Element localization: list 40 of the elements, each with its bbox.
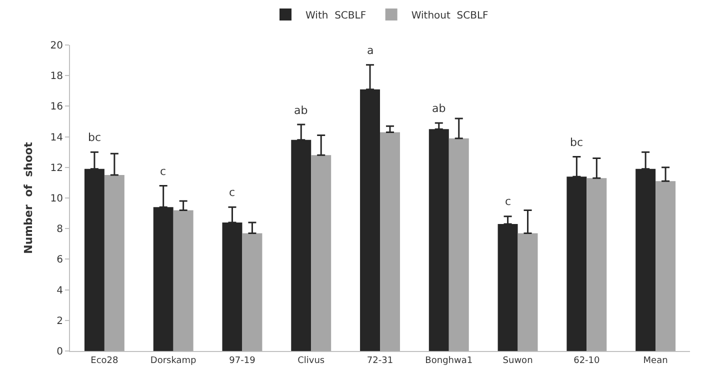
y-tick-label: 2 (56, 316, 63, 327)
y-tick-label: 10 (50, 194, 63, 204)
x-tick-label: Suwon (502, 356, 533, 366)
legend-label: With SCBLF (306, 10, 366, 22)
y-tick-label: 14 (50, 132, 63, 144)
y-tick-label: 12 (50, 162, 63, 174)
data-label: c (505, 195, 512, 208)
bar (586, 178, 607, 351)
x-tick-label: 97-19 (229, 356, 256, 366)
y-axis-title: Number of shoot (22, 142, 35, 254)
data-label: bc (570, 136, 584, 149)
y-tick-label: 16 (50, 102, 63, 113)
data-label: bc (88, 131, 102, 144)
x-tick-label: Dorskamp (150, 356, 197, 366)
bar (380, 132, 400, 351)
x-tick-label: Clivus (298, 356, 325, 366)
data-label: ab (432, 102, 446, 115)
x-tick-label: 72-31 (366, 356, 394, 366)
x-tick-label: Mean (643, 356, 668, 366)
x-tick-label: 62-10 (574, 356, 600, 366)
y-tick-label: 18 (50, 71, 63, 82)
data-label: ab (294, 104, 308, 117)
data-label: a (367, 44, 374, 57)
data-label: c (160, 165, 166, 178)
legend-label: Without SCBLF (411, 10, 489, 22)
y-tick-label: 8 (56, 224, 63, 236)
x-tick-label: Eco28 (90, 356, 119, 366)
y-tick-label: 20 (50, 40, 63, 52)
bar (242, 233, 262, 351)
bar (311, 155, 332, 351)
y-tick-label: 4 (56, 285, 63, 296)
y-tick-label: 0 (56, 346, 63, 358)
x-tick-label: Bonghwa1 (425, 356, 473, 366)
y-tick-label: 6 (56, 254, 63, 266)
bar (173, 210, 194, 351)
data-label: c (229, 186, 236, 199)
bar (656, 181, 676, 351)
bar (518, 233, 538, 351)
bar (104, 175, 124, 351)
bar (448, 138, 469, 351)
